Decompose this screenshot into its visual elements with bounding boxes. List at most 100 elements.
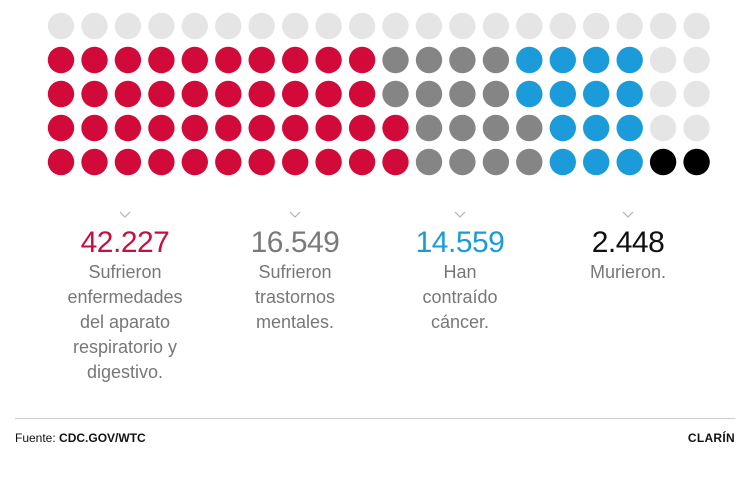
dot-gray [683,12,710,40]
dot-red [148,148,175,176]
chevron-down-icon [454,211,466,218]
stat-desc-line: trastornos [254,287,336,307]
source-value: CDC.GOV/WTC [59,431,146,445]
dot-blue [616,114,643,142]
dot-dgray [415,148,443,176]
dot-dgray [482,148,510,176]
dot-blue [583,80,610,108]
dot-red [114,46,142,74]
footer-divider [15,418,735,419]
dot-red [81,114,108,142]
dot-grid-chart [47,12,710,176]
dot-blue [516,46,543,74]
dot-blue [583,46,610,74]
dot-red [47,114,75,142]
source-credit: Fuente: CDC.GOV/WTC [15,431,146,445]
dot-red [315,46,342,74]
stat-deaths: 2.448 Murieron. [548,204,708,285]
dot-dgray [482,46,510,74]
dot-dgray [382,46,409,74]
dot-red [215,114,242,142]
dot-dgray [382,80,409,108]
stat-desc-line: enfermedades [67,287,183,307]
dot-gray [683,46,710,74]
stat-value: 42.227 [80,226,170,259]
dot-dgray [516,148,543,176]
dot-red [47,148,75,176]
dot-gray [348,12,376,40]
dot-red [181,80,208,108]
dot-red [348,114,376,142]
dot-red [382,148,409,176]
stat-cancer: 14.559 Han contraído cáncer. [380,204,540,335]
dot-red [282,148,309,176]
dot-black [649,148,677,176]
dot-gray [482,12,510,40]
dot-red [81,46,108,74]
dot-gray [649,46,677,74]
chevron-down-icon [119,211,131,218]
stat-value: 14.559 [415,226,505,259]
dot-blue [616,80,643,108]
dot-gray [47,12,75,40]
dot-red [348,80,376,108]
dot-dgray [449,46,476,74]
dot-red [114,80,142,108]
stat-desc-line: del aparato [79,312,171,332]
dot-red [114,148,142,176]
dot-dgray [516,114,543,142]
dot-dgray [482,80,510,108]
stat-value: 16.549 [250,226,340,259]
dot-gray [649,80,677,108]
dot-blue [516,80,543,108]
dot-red [215,148,242,176]
dot-blue [549,80,576,108]
dot-gray [516,12,543,40]
dot-black [683,148,710,176]
dot-red [181,148,208,176]
dot-gray [248,12,275,40]
dot-red [315,80,342,108]
dot-gray [449,12,476,40]
source-label: Fuente: [15,431,56,445]
dot-gray [81,12,108,40]
dot-dgray [415,114,443,142]
dot-blue [549,114,576,142]
dot-red [348,46,376,74]
dot-gray [148,12,175,40]
dot-gray [683,80,710,108]
dot-dgray [449,148,476,176]
dot-red [148,46,175,74]
dot-red [181,114,208,142]
stat-desc-line: contraído [422,287,498,307]
stat-respiratory: 42.227 Sufrieron enfermedades del aparat… [45,204,205,385]
dot-red [248,114,275,142]
dot-red [248,148,275,176]
dot-blue [616,148,643,176]
dot-dgray [482,114,510,142]
dot-blue [616,46,643,74]
dot-red [148,114,175,142]
dot-red [248,80,275,108]
dot-red [215,80,242,108]
dot-red [47,46,75,74]
stat-desc-line: mentales. [255,312,335,332]
dot-red [248,46,275,74]
dot-blue [549,148,576,176]
dot-red [81,80,108,108]
stat-desc-line: digestivo. [86,362,164,382]
dot-blue [583,114,610,142]
dot-dgray [415,46,443,74]
stat-desc-line: respiratorio y [72,337,178,357]
dot-gray [282,12,309,40]
dot-red [282,114,309,142]
stat-desc-line: Sufrieron [258,262,332,282]
dot-gray [181,12,208,40]
dot-gray [549,12,576,40]
stat-desc-line: Sufrieron [88,262,162,282]
dot-dgray [449,114,476,142]
dot-gray [649,114,677,142]
dot-blue [549,46,576,74]
stat-desc-line: Murieron. [589,262,667,282]
dot-red [114,114,142,142]
